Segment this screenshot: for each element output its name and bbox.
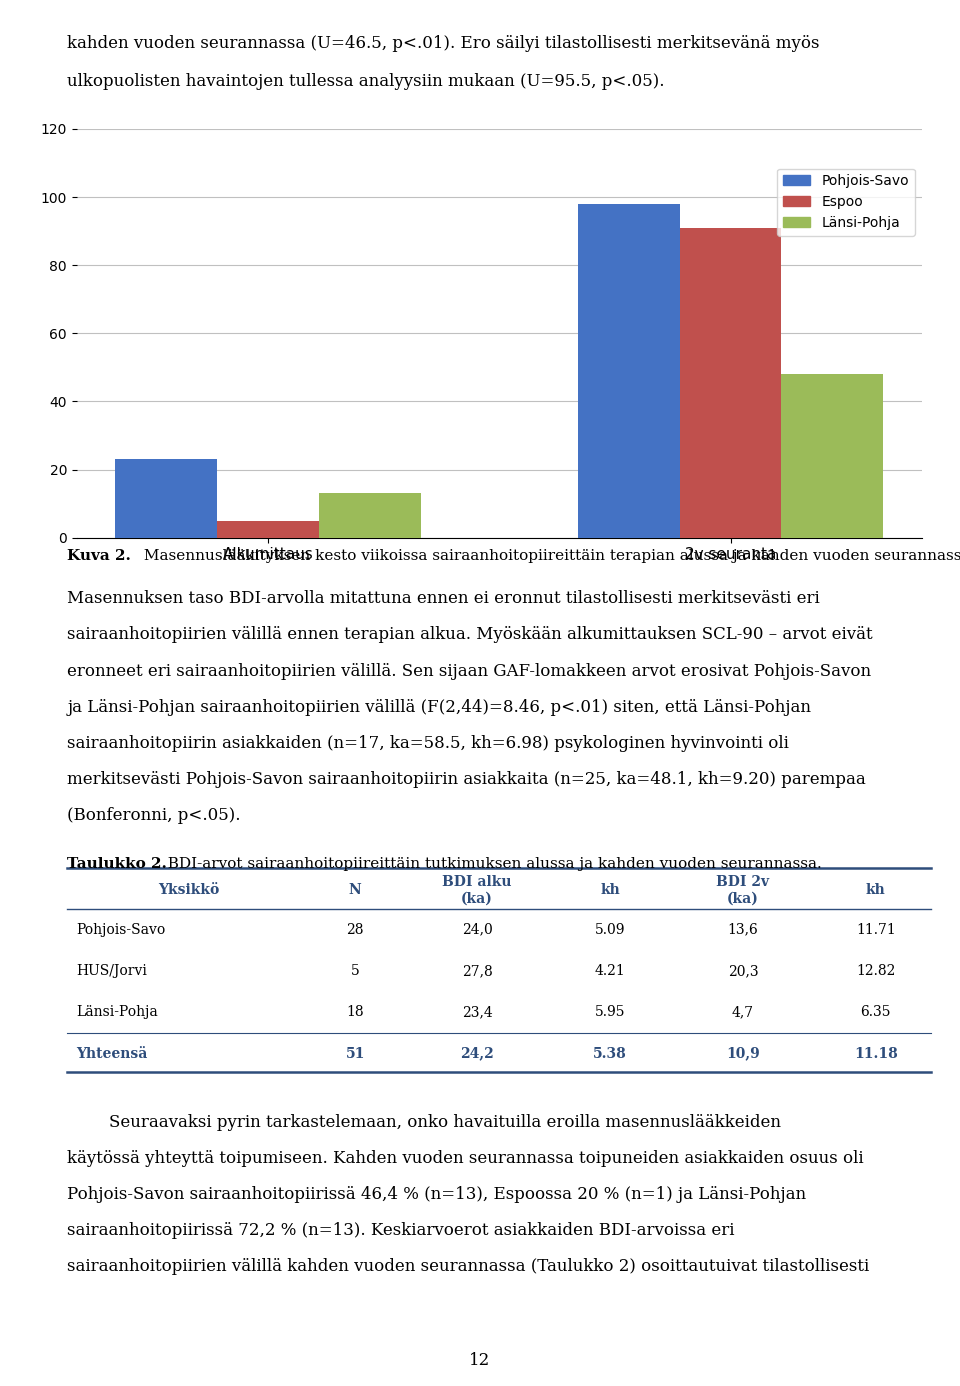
Text: 4,7: 4,7: [732, 1005, 754, 1019]
Text: 24,0: 24,0: [462, 923, 492, 937]
Text: 5.09: 5.09: [594, 923, 625, 937]
Text: ja Länsi-Pohjan sairaanhoitopiirien välillä (F(2,44)=8.46, p<.01) siten, että Lä: ja Länsi-Pohjan sairaanhoitopiirien väli…: [67, 699, 811, 715]
Text: 28: 28: [347, 923, 364, 937]
Text: BDI-arvot sairaanhoitopiireittäin tutkimuksen alussa ja kahden vuoden seurannass: BDI-arvot sairaanhoitopiireittäin tutkim…: [158, 857, 822, 870]
Text: sairaanhoitopiirissä 72,2 % (n=13). Keskiarvoerot asiakkaiden BDI-arvoissa eri: sairaanhoitopiirissä 72,2 % (n=13). Kesk…: [67, 1222, 734, 1239]
Text: 24,2: 24,2: [460, 1046, 494, 1060]
Text: BDI alku
(ka): BDI alku (ka): [443, 876, 512, 905]
Text: Yhteensä: Yhteensä: [76, 1046, 147, 1060]
Text: 18: 18: [347, 1005, 364, 1019]
Text: kh: kh: [866, 883, 886, 897]
Text: 4.21: 4.21: [594, 963, 625, 979]
Text: 13,6: 13,6: [728, 923, 758, 937]
Text: eronneet eri sairaanhoitopiirien välillä. Sen sijaan GAF-lomakkeen arvot erosiva: eronneet eri sairaanhoitopiirien välillä…: [67, 663, 872, 679]
Text: kh: kh: [600, 883, 620, 897]
Text: ulkopuolisten havaintojen tullessa analyysiin mukaan (U=95.5, p<.05).: ulkopuolisten havaintojen tullessa analy…: [67, 73, 664, 90]
Text: 5: 5: [350, 963, 360, 979]
Text: (Bonferonni, p<.05).: (Bonferonni, p<.05).: [67, 807, 241, 823]
Bar: [217, 521, 319, 538]
Text: N: N: [348, 883, 362, 897]
Bar: [680, 227, 781, 538]
Text: käytössä yhteyttä toipumiseen. Kahden vuoden seurannassa toipuneiden asiakkaiden: käytössä yhteyttä toipumiseen. Kahden vu…: [67, 1150, 864, 1167]
Text: 11.71: 11.71: [856, 923, 896, 937]
Bar: [781, 374, 883, 538]
Text: 20,3: 20,3: [728, 963, 758, 979]
Text: Pohjois-Savon sairaanhoitopiirissä 46,4 % (n=13), Espoossa 20 % (n=1) ja Länsi-P: Pohjois-Savon sairaanhoitopiirissä 46,4 …: [67, 1186, 806, 1203]
Text: kahden vuoden seurannassa (U=46.5, p<.01). Ero säilyi tilastollisesti merkitsevä: kahden vuoden seurannassa (U=46.5, p<.01…: [67, 35, 820, 51]
Text: HUS/Jorvi: HUS/Jorvi: [76, 963, 147, 979]
Bar: [115, 459, 217, 538]
Text: sairaanhoitopiirien välillä ennen terapian alkua. Myöskään alkumittauksen SCL-90: sairaanhoitopiirien välillä ennen terapi…: [67, 626, 873, 643]
Text: 6.35: 6.35: [860, 1005, 891, 1019]
Text: 51: 51: [346, 1046, 365, 1060]
Bar: [578, 204, 680, 538]
Text: 27,8: 27,8: [462, 963, 492, 979]
Text: 23,4: 23,4: [462, 1005, 492, 1019]
Text: Taulukko 2.: Taulukko 2.: [67, 857, 167, 870]
Text: Kuva 2.: Kuva 2.: [67, 549, 132, 563]
Text: 10,9: 10,9: [726, 1046, 759, 1060]
Text: sairaanhoitopiirien välillä kahden vuoden seurannassa (Taulukko 2) osoittautuiva: sairaanhoitopiirien välillä kahden vuode…: [67, 1258, 870, 1275]
Bar: [319, 493, 420, 538]
Text: 11.18: 11.18: [854, 1046, 898, 1060]
Text: 5.38: 5.38: [593, 1046, 627, 1060]
Text: Pohjois-Savo: Pohjois-Savo: [76, 923, 165, 937]
Text: 12.82: 12.82: [856, 963, 896, 979]
Legend: Pohjois-Savo, Espoo, Länsi-Pohja: Pohjois-Savo, Espoo, Länsi-Pohja: [777, 169, 915, 236]
Text: merkitsevästi Pohjois-Savon sairaanhoitopiirin asiakkaita (n=25, ka=48.1, kh=9.2: merkitsevästi Pohjois-Savon sairaanhoito…: [67, 771, 866, 787]
Text: BDI 2v
(ka): BDI 2v (ka): [716, 876, 770, 905]
Text: Masennuksen taso BDI-arvolla mitattuna ennen ei eronnut tilastollisesti merkitse: Masennuksen taso BDI-arvolla mitattuna e…: [67, 590, 820, 607]
Text: 12: 12: [469, 1353, 491, 1369]
Text: Länsi-Pohja: Länsi-Pohja: [76, 1005, 157, 1019]
Text: Masennuslääkityksen kesto viikoissa sairaanhoitopiireittäin terapian alussa ja k: Masennuslääkityksen kesto viikoissa sair…: [139, 549, 960, 563]
Text: Seuraavaksi pyrin tarkastelemaan, onko havaituilla eroilla masennuslääkkeiden: Seuraavaksi pyrin tarkastelemaan, onko h…: [67, 1114, 781, 1131]
Text: sairaanhoitopiirin asiakkaiden (n=17, ka=58.5, kh=6.98) psykologinen hyvinvointi: sairaanhoitopiirin asiakkaiden (n=17, ka…: [67, 735, 789, 751]
Text: 5.95: 5.95: [594, 1005, 625, 1019]
Text: Yksikkö: Yksikkö: [158, 883, 220, 897]
